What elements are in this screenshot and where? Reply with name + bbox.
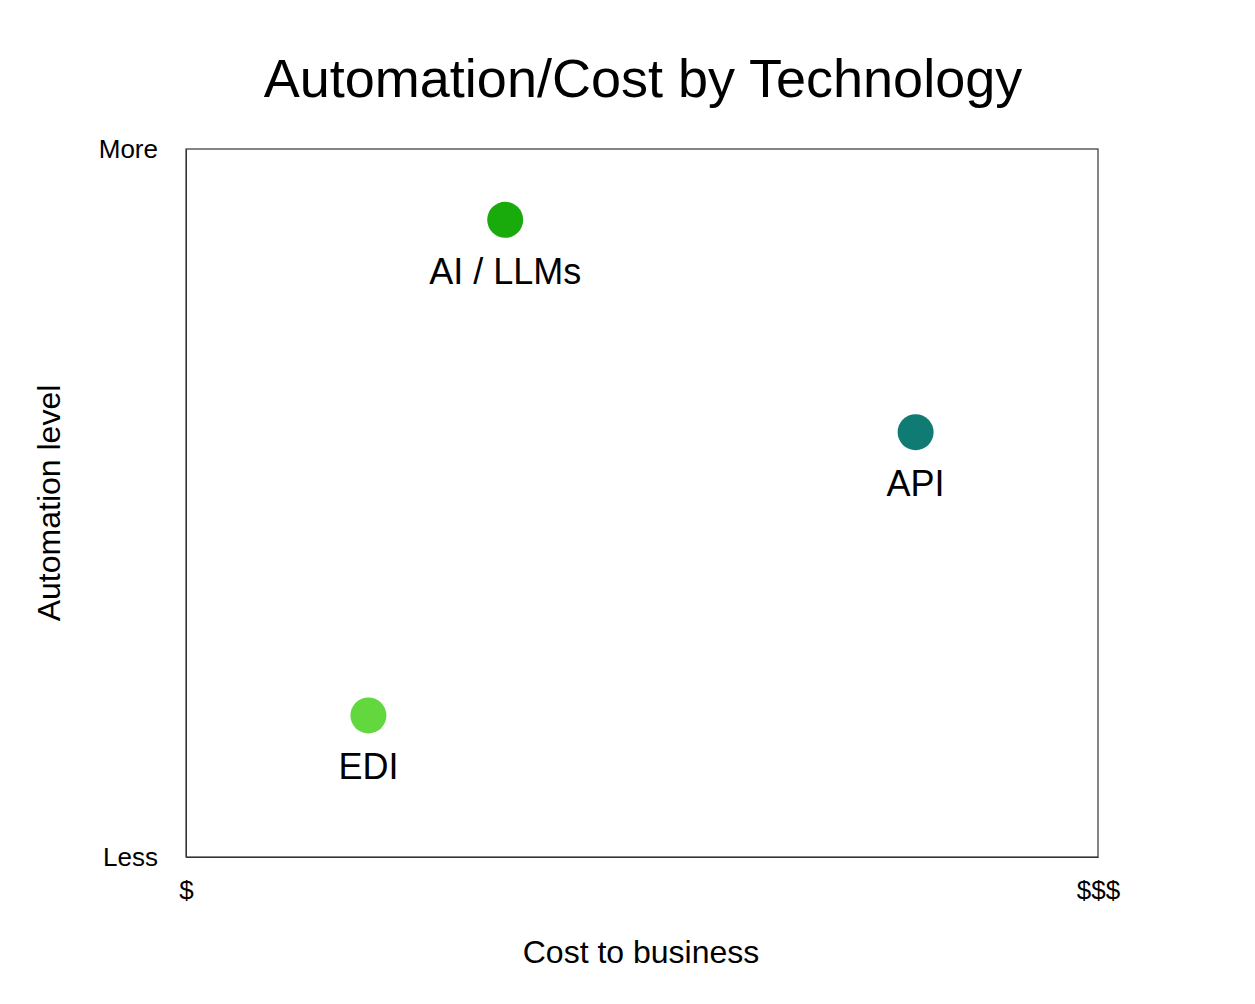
x-axis-line <box>187 857 1099 858</box>
point <box>898 414 934 450</box>
y-tick-label: Less <box>103 842 158 872</box>
point-labels: AI / LLMs API EDI <box>338 251 944 788</box>
y-axis-line <box>186 150 187 858</box>
y-axis-title: Automation level <box>31 385 67 622</box>
point-label: API <box>887 463 945 504</box>
x-tick-label: $$$ <box>1077 875 1121 905</box>
y-tick: Less <box>103 842 186 872</box>
points <box>350 202 933 734</box>
y-axis: Less More <box>99 134 187 872</box>
x-axis: $$$$ <box>179 857 1120 905</box>
y-tick: More <box>99 134 186 164</box>
x-tick-label: $ <box>179 875 194 905</box>
point-label: AI / LLMs <box>429 251 581 292</box>
point <box>350 697 386 733</box>
y-tick-label: More <box>99 134 158 164</box>
x-tick: $$$ <box>1077 857 1121 905</box>
title: Automation/Cost by Technology <box>264 48 1022 108</box>
chart: Automation/Cost by Technology$$$$LessMor… <box>0 0 1255 1004</box>
point <box>487 202 523 238</box>
point-label: EDI <box>338 746 398 787</box>
plot-frame <box>186 149 1098 857</box>
x-tick: $ <box>179 857 194 905</box>
x-axis-title: Cost to business <box>523 934 760 970</box>
